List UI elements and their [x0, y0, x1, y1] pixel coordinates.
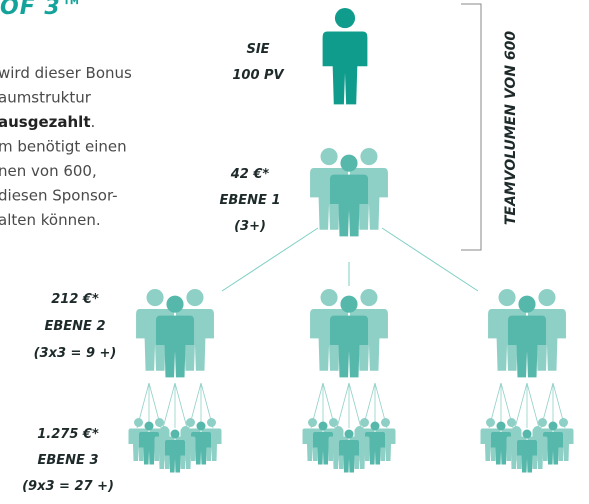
head: [381, 418, 390, 427]
fan-line: [515, 383, 527, 428]
head: [549, 422, 558, 431]
head: [134, 418, 143, 427]
head: [186, 418, 195, 427]
level-count: (9x3 = 27 +): [22, 479, 114, 494]
head: [518, 296, 535, 313]
head: [538, 289, 555, 306]
title: OF 3™: [0, 0, 84, 20]
paragraph-line: diesen Sponsor-: [0, 187, 118, 205]
level-name: EBENE 1: [219, 193, 280, 208]
head: [321, 289, 338, 306]
level-count: (3+): [234, 219, 266, 234]
you-label: SIE: [246, 42, 269, 57]
head: [371, 422, 380, 431]
head: [329, 418, 338, 427]
fan-line: [163, 383, 175, 428]
body: [323, 32, 368, 105]
head: [321, 148, 338, 165]
level-count: (3x3 = 9 +): [34, 346, 117, 361]
head: [334, 426, 343, 435]
head: [145, 422, 154, 431]
head: [340, 296, 357, 313]
text: m benötigt einen: [0, 138, 127, 156]
head: [186, 289, 203, 306]
head: [340, 155, 357, 172]
paragraph: wird dieser Bonus aumstruktur ausgezahlt. m…: [0, 64, 132, 229]
fan-lines: [489, 383, 565, 428]
head: [512, 426, 521, 435]
team-volume: TEAMVOLUMEN VON 600: [503, 31, 519, 226]
head: [533, 426, 542, 435]
fan-line: [175, 383, 187, 428]
text: alten können.: [0, 211, 101, 229]
head: [486, 418, 495, 427]
head: [155, 418, 164, 427]
fan-line: [349, 383, 361, 428]
paragraph-line: m benötigt einen: [0, 138, 127, 156]
head: [197, 422, 206, 431]
text: .: [90, 113, 95, 131]
text: aumstruktur: [0, 89, 92, 107]
head: [523, 430, 532, 439]
paragraph-line: wird dieser Bonus: [0, 64, 132, 82]
level-name: EBENE 3: [37, 453, 98, 468]
head: [538, 418, 547, 427]
fan-line: [527, 383, 539, 428]
head: [308, 418, 317, 427]
bold-text: ausgezahlt: [0, 113, 90, 131]
level-name: EBENE 2: [44, 319, 105, 334]
head: [360, 148, 377, 165]
you-volume: 100 PV: [232, 68, 284, 83]
head: [181, 426, 190, 435]
head: [345, 430, 354, 439]
level-amount: 1.275 €*: [37, 427, 99, 442]
paragraph-line: ausgezahlt.: [0, 113, 95, 131]
person-icon: [323, 8, 368, 104]
fan-line: [337, 383, 349, 428]
head: [499, 289, 516, 306]
head: [147, 289, 164, 306]
diagram: OF 3™ wird dieser Bonus aumstruktur ausgez…: [0, 0, 589, 504]
head: [355, 426, 364, 435]
head: [160, 426, 169, 435]
head: [319, 422, 328, 431]
paragraph-line: nen von 600,: [0, 162, 97, 180]
head: [171, 430, 180, 439]
head: [507, 418, 516, 427]
level-amount: 42 €*: [230, 167, 270, 182]
head: [335, 8, 355, 28]
text: diesen Sponsor-: [0, 187, 118, 205]
fan-lines: [311, 383, 387, 428]
head: [497, 422, 506, 431]
text: nen von 600,: [0, 162, 97, 180]
head: [360, 289, 377, 306]
level-amount: 212 €*: [51, 292, 99, 307]
head: [559, 418, 568, 427]
head: [207, 418, 216, 427]
text: wird dieser Bonus: [0, 64, 132, 82]
fan-lines: [137, 383, 213, 428]
paragraph-line: aumstruktur: [0, 89, 92, 107]
head: [166, 296, 183, 313]
paragraph-line: alten können.: [0, 211, 101, 229]
head: [360, 418, 369, 427]
